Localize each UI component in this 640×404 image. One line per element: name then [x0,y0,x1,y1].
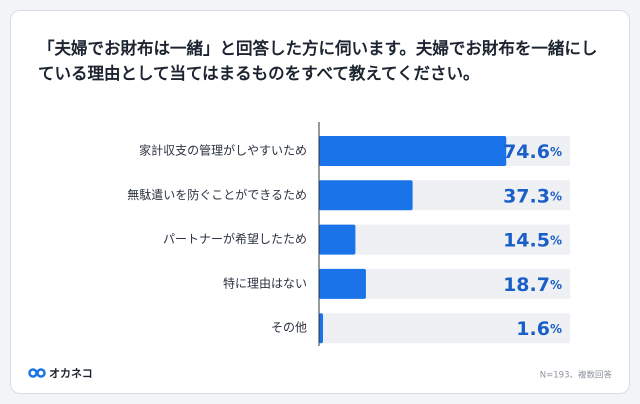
value-label: 37.3% [503,185,562,207]
track [319,313,570,344]
category-label: 特に理由はない [223,275,307,290]
brand-logo [28,368,46,378]
value-label: 18.7% [503,273,562,295]
bar [319,180,413,211]
bar [319,313,324,344]
value-label: 74.6% [503,141,562,163]
chart-title: 「夫婦でお財布は一緒」と回答した方に伺います。夫婦でお財布を一緒にしている理由と… [38,39,598,83]
value-label: 14.5% [503,229,562,251]
note: N=193、複数回答 [540,370,613,381]
bar [319,224,356,255]
category-label: 家計収支の管理がしやすいため [139,143,307,158]
bar [319,136,507,166]
category-label: 無駄遣いを防ぐことができるため [127,187,307,202]
brand: オカネコ [49,367,93,380]
category-label: パートナーが希望したため [163,231,307,246]
bar [319,268,366,299]
track [319,224,570,255]
category-label: その他 [271,321,307,335]
value-label: 1.6% [516,318,562,340]
